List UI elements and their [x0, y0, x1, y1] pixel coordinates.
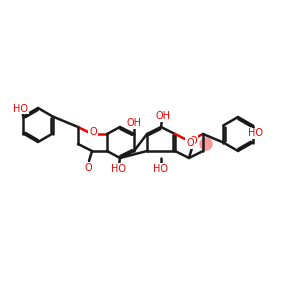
Circle shape	[200, 138, 212, 150]
Text: OH: OH	[127, 118, 142, 128]
Text: HO: HO	[110, 164, 125, 174]
Text: HO: HO	[154, 164, 169, 174]
Text: OH: OH	[155, 111, 170, 121]
Text: HO: HO	[13, 103, 28, 113]
Text: O: O	[189, 136, 197, 146]
Text: HO: HO	[248, 128, 263, 139]
Text: O: O	[186, 138, 194, 148]
Text: O: O	[89, 127, 97, 137]
Text: O: O	[84, 163, 92, 173]
